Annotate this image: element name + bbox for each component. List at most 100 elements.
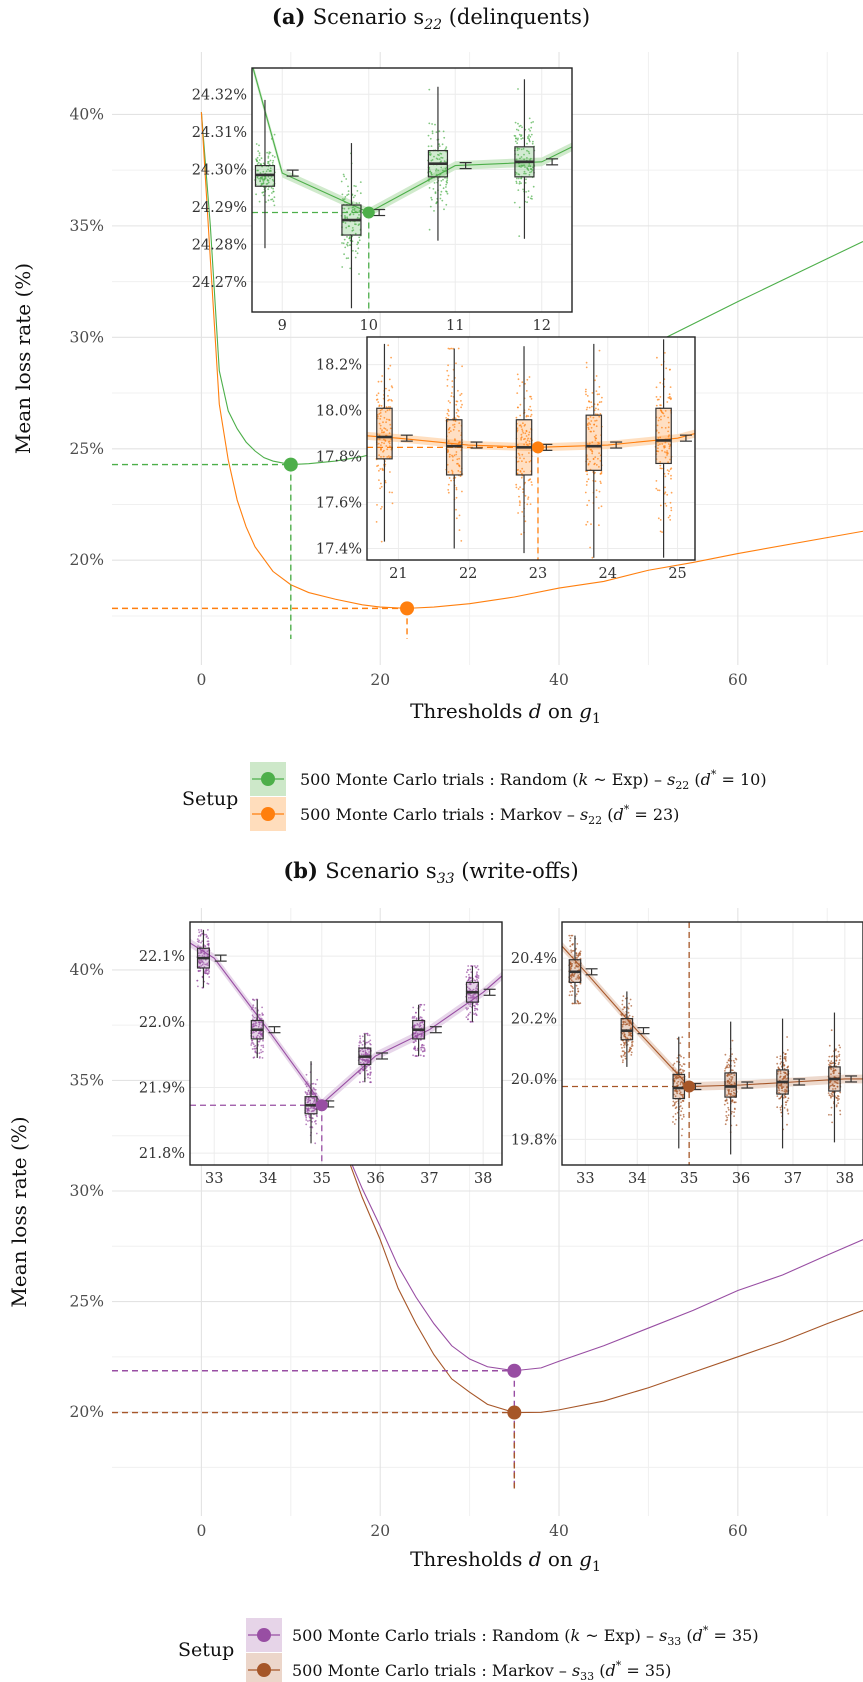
inset-jitter-point	[267, 157, 270, 159]
inset-jitter-point	[597, 457, 599, 460]
inset-jitter-point	[593, 435, 596, 438]
inset-jitter-point	[624, 1043, 626, 1046]
inset-jitter-point	[594, 439, 597, 441]
inset-jitter-point	[733, 1101, 736, 1104]
inset-jitter-point	[259, 176, 262, 179]
inset-jitter-point	[527, 196, 530, 199]
inset-jitter-point	[388, 440, 391, 443]
inset-jitter-point	[669, 386, 672, 388]
inset-jitter-point	[423, 1047, 425, 1049]
inset-jitter-point	[260, 1018, 263, 1020]
inset-jitter-point	[680, 1080, 683, 1083]
inset-jitter-point	[354, 250, 357, 253]
inset-jitter-point	[413, 1048, 416, 1050]
inset-jitter-point	[667, 472, 670, 475]
inset-jitter-point	[592, 416, 595, 419]
inset-jitter-point	[262, 182, 265, 185]
inset-jitter-point	[313, 1109, 316, 1112]
inset-jitter-point	[672, 1121, 674, 1123]
inset-jitter-point	[679, 1063, 681, 1066]
optimum-point	[507, 1363, 522, 1378]
inset-jitter-point	[196, 979, 199, 982]
inset-jitter-point	[454, 438, 456, 440]
inset-jitter-point	[304, 1091, 307, 1093]
inset-jitter-point	[622, 1023, 625, 1026]
inset-jitter-point	[530, 133, 533, 136]
inset-jitter-point	[586, 395, 589, 397]
inset-x-tick-label: 36	[732, 1171, 750, 1187]
inset-jitter-point	[362, 1040, 365, 1043]
inset-jitter-point	[835, 1055, 838, 1058]
inset-jitter-point	[306, 1092, 309, 1094]
inset-jitter-point	[387, 344, 390, 347]
inset-jitter-point	[585, 388, 587, 391]
inset-jitter-point	[205, 933, 208, 936]
inset-jitter-point	[675, 1071, 678, 1073]
inset-jitter-point	[305, 1097, 308, 1100]
inset-y-tick-label: 22.1%	[139, 949, 185, 965]
inset-jitter-point	[445, 190, 448, 193]
inset-y-tick-label: 18.0%	[316, 404, 362, 420]
inset-jitter-point	[521, 126, 523, 129]
inset-jitter-point	[676, 1057, 679, 1059]
inset-jitter-point	[345, 178, 348, 180]
inset-jitter-point	[667, 516, 670, 519]
inset-jitter-point	[359, 1081, 361, 1084]
inset-jitter-point	[680, 1134, 683, 1137]
inset-jitter-point	[358, 239, 361, 242]
inset-jitter-point	[459, 441, 461, 444]
inset-jitter-point	[445, 183, 448, 186]
inset-jitter-point	[455, 488, 458, 491]
inset-jitter-point	[622, 1008, 624, 1011]
inset-jitter-point	[368, 1034, 371, 1037]
inset-jitter-point	[786, 1049, 789, 1051]
inset-jitter-point	[466, 971, 468, 974]
inset-jitter-point	[779, 1072, 782, 1075]
inset-jitter-point	[584, 390, 587, 393]
inset-jitter-point	[441, 199, 444, 202]
legend-entry-superscript: *	[624, 803, 630, 816]
inset-jitter-point	[469, 983, 472, 986]
inset-jitter-point	[669, 514, 671, 517]
inset-jitter-point	[516, 444, 519, 446]
inset-jitter-point	[314, 1083, 317, 1086]
inset-y-tick-label: 17.8%	[316, 450, 362, 466]
inset-jitter-point	[467, 969, 469, 971]
inset-x-tick-label: 38	[474, 1171, 492, 1187]
inset-jitter-point	[776, 1095, 779, 1097]
inset-jitter-point	[448, 431, 451, 434]
inset-jitter-point	[670, 397, 672, 400]
inset-jitter-point	[832, 1069, 835, 1072]
inset-jitter-point	[679, 1042, 682, 1044]
inset-jitter-point	[839, 1113, 842, 1116]
inset-jitter-point	[523, 164, 526, 167]
inset-jitter-point	[517, 452, 520, 455]
inset-jitter-point	[356, 252, 359, 255]
inset-jitter-point	[570, 979, 573, 982]
inset-jitter-point	[828, 1055, 831, 1058]
inset-jitter-point	[681, 1065, 683, 1067]
inset-jitter-point	[523, 172, 525, 175]
inset-jitter-point	[530, 481, 533, 483]
inset-jitter-point	[620, 1055, 623, 1057]
inset-jitter-point	[779, 1055, 782, 1058]
inset-jitter-point	[664, 486, 666, 489]
inset-jitter-point	[592, 457, 595, 460]
inset-jitter-point	[412, 1054, 414, 1057]
inset-jitter-point	[517, 488, 520, 490]
inset-jitter-point	[589, 546, 591, 549]
inset-jitter-point	[473, 965, 476, 967]
inset-jitter-point	[346, 243, 348, 246]
inset-jitter-point	[445, 186, 447, 188]
inset-jitter-point	[389, 364, 392, 367]
inset-jitter-point	[785, 1104, 787, 1106]
inset-jitter-point	[457, 389, 459, 392]
inset-jitter-point	[450, 395, 453, 397]
inset-jitter-point	[465, 976, 468, 978]
inset-jitter-point	[361, 1068, 364, 1071]
inset-jitter-point	[258, 1057, 261, 1059]
inset-jitter-point	[435, 168, 438, 171]
inset-jitter-point	[587, 478, 590, 481]
inset-jitter-point	[258, 1023, 261, 1026]
inset-jitter-point	[477, 977, 480, 979]
